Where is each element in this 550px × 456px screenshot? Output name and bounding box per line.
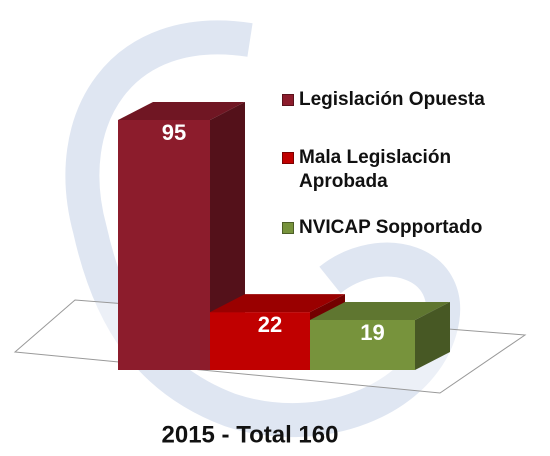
data-label: 19 bbox=[360, 320, 384, 345]
bar-front bbox=[310, 320, 415, 370]
bar bbox=[118, 102, 245, 370]
legend-item: NVICAP Sopportado bbox=[282, 216, 544, 240]
data-label: 22 bbox=[258, 312, 282, 337]
data-label: 95 bbox=[162, 120, 186, 145]
bars: 95 22 19 bbox=[118, 102, 450, 370]
bar-top bbox=[118, 102, 245, 120]
legend-label: Legislación Opuesta bbox=[299, 89, 485, 110]
bar bbox=[310, 302, 450, 370]
legend-label: NVICAP Sopportado bbox=[299, 217, 483, 238]
caption: 2015 - Total 160 bbox=[162, 421, 339, 448]
bar-top bbox=[210, 294, 345, 313]
legend-item: Mala Legislación Aprobada bbox=[282, 146, 544, 194]
legend-swatch bbox=[282, 94, 294, 106]
legend-item: Legislación Opuesta bbox=[282, 88, 544, 112]
bar-top bbox=[310, 302, 450, 320]
legend-label: Mala Legislación Aprobada bbox=[299, 147, 452, 192]
watermark bbox=[65, 20, 460, 438]
bar-front bbox=[210, 312, 310, 370]
legend-swatch bbox=[282, 152, 294, 164]
legend-swatch bbox=[282, 222, 294, 234]
bar-front bbox=[118, 120, 210, 370]
bar-side bbox=[415, 302, 450, 370]
